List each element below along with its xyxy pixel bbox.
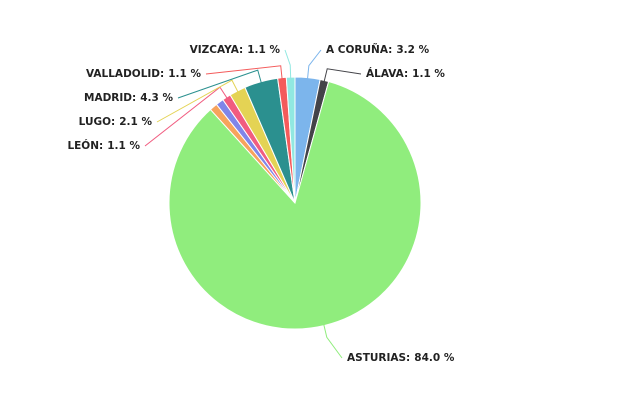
label-connector [323,323,343,359]
label-category: LEÓN: [67,139,103,152]
label-connector [177,69,263,99]
label-value: 2.1 % [119,116,152,128]
label-connector [156,79,239,123]
label-value: 4.3 % [140,92,173,104]
label-category: A CORUÑA: [326,43,392,56]
label-category: ASTURIAS: [347,352,410,364]
label-category: VIZCAYA: [190,44,244,56]
label-connector [205,65,283,80]
label-category: VALLADOLID: [86,68,164,80]
label-value: 3.2 % [396,44,429,56]
data-label: MADRID: 4.3 % [84,92,173,104]
data-label: VIZCAYA: 1.1 % [190,44,281,56]
data-label: ÁLAVA: 1.1 % [366,67,445,80]
label-category: ÁLAVA: [366,67,408,80]
label-value: 1.1 % [168,68,201,80]
data-label: A CORUÑA: 3.2 % [326,43,430,56]
data-label: LUGO: 2.1 % [79,116,153,128]
label-value: 1.1 % [247,44,280,56]
label-category: LUGO: [79,116,116,128]
label-connector [323,68,362,83]
label-connector [306,49,322,80]
label-value: 1.1 % [412,68,445,80]
label-value: 84.0 % [414,352,455,364]
label-category: MADRID: [84,92,136,104]
label-value: 1.1 % [107,140,140,152]
data-label: VALLADOLID: 1.1 % [86,68,201,80]
data-label: LEÓN: 1.1 % [67,139,140,152]
data-label: ASTURIAS: 84.0 % [347,352,455,364]
label-connector [284,49,292,80]
